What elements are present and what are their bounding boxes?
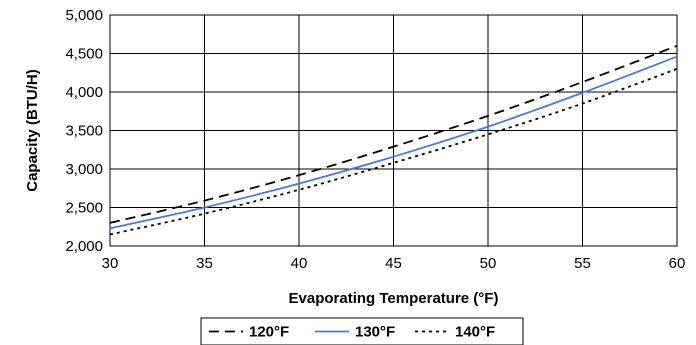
y-tick-label: 5,000 xyxy=(65,7,103,24)
series-line-120F xyxy=(109,44,678,224)
y-tick-label: 4,000 xyxy=(65,84,103,101)
y-tick-label: 3,000 xyxy=(65,161,103,178)
y-tick-label: 2,500 xyxy=(65,200,103,217)
series-group xyxy=(109,44,678,236)
x-tick-label: 40 xyxy=(291,255,308,272)
y-tick-label: 3,500 xyxy=(65,123,103,140)
legend-label: 120°F xyxy=(249,324,289,341)
x-axis-ticks: 30 35 40 45 50 55 60 xyxy=(102,255,686,272)
x-tick-label: 45 xyxy=(385,255,402,272)
legend-label: 130°F xyxy=(355,324,395,341)
y-tick-label: 2,000 xyxy=(65,238,103,255)
x-tick-label: 30 xyxy=(102,255,119,272)
x-tick-label: 55 xyxy=(574,255,591,272)
legend-label: 140°F xyxy=(455,324,495,341)
grid xyxy=(109,14,678,247)
y-tick-label: 4,500 xyxy=(65,46,103,63)
x-axis-title: Evaporating Temperature (°F) xyxy=(289,290,499,307)
x-tick-label: 50 xyxy=(480,255,497,272)
y-axis-title: Capacity (BTU/H) xyxy=(24,69,41,192)
x-tick-label: 60 xyxy=(669,255,686,272)
plot-area xyxy=(109,14,678,247)
legend-box xyxy=(200,317,524,345)
series-line-140F xyxy=(109,68,678,236)
series-line-130F xyxy=(109,55,678,230)
x-tick-label: 35 xyxy=(196,255,213,272)
legend: 120°F 130°F 140°F xyxy=(200,317,524,345)
y-axis-ticks: 2,000 2,500 3,000 3,500 4,000 4,500 5,000 xyxy=(65,7,103,255)
